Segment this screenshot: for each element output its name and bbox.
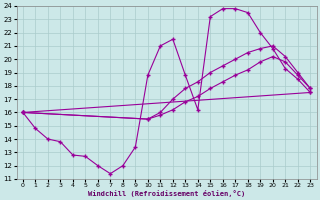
X-axis label: Windchill (Refroidissement éolien,°C): Windchill (Refroidissement éolien,°C) bbox=[88, 190, 245, 197]
